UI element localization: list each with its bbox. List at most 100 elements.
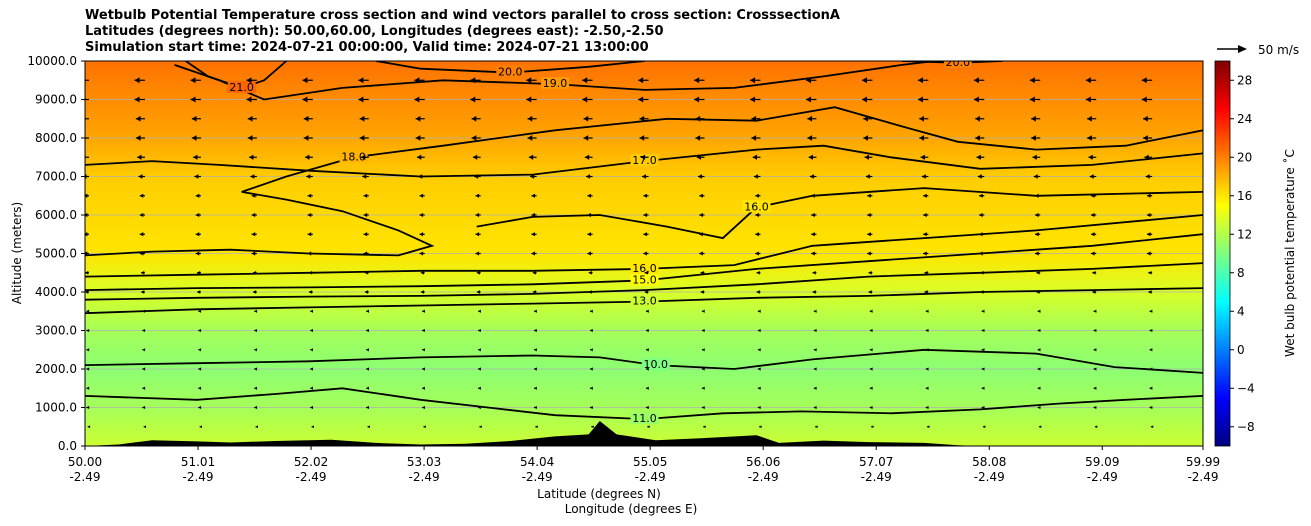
wind-vector: [638, 77, 649, 84]
wind-vector: [973, 96, 985, 103]
wind-vector: [527, 135, 537, 141]
wind-vector: [419, 193, 425, 198]
wind-vector: [867, 212, 873, 218]
contour-label-bg: [630, 412, 659, 425]
wind-vector: [195, 193, 201, 198]
contour-label-bg: [630, 154, 659, 167]
wind-vector: [418, 174, 425, 179]
wind-vector: [1033, 174, 1041, 179]
terrain-profile: [85, 421, 1203, 446]
wind-vector: [869, 348, 873, 352]
wind-vector: [981, 367, 985, 371]
wind-vector: [142, 367, 146, 371]
wind-vector: [1149, 405, 1153, 410]
wind-vector: [1146, 251, 1153, 256]
y-tick-label: 4000.0: [35, 285, 77, 299]
wind-vector: [358, 77, 369, 84]
wind-vector: [1085, 96, 1097, 103]
wind-vector: [478, 309, 481, 313]
wind-vector: [470, 96, 481, 103]
x-tick-label-lat: 50.00: [68, 455, 102, 469]
wind-vector: [919, 135, 929, 141]
wind-vector: [587, 193, 593, 198]
wind-vector: [1029, 77, 1041, 84]
wind-vector: [1036, 270, 1041, 275]
contour-label: 20.0: [946, 56, 971, 69]
wind-vector: [422, 367, 425, 371]
contour-label: 18.0: [341, 150, 366, 163]
wind-vector: [923, 232, 929, 237]
wind-vector: [478, 328, 481, 333]
wind-vector: [534, 367, 537, 371]
wind-vector: [639, 115, 649, 122]
wind-vector: [583, 135, 593, 141]
wind-vector: [86, 309, 90, 313]
wind-vector: [478, 405, 481, 410]
wind-vector: [194, 174, 201, 179]
wind-vector: [419, 251, 425, 256]
colorbar-tick-label: 20: [1237, 150, 1252, 164]
wind-vector: [420, 290, 425, 294]
wind-vector: [1032, 154, 1041, 160]
wind-vector: [198, 386, 202, 390]
wind-vector: [699, 232, 705, 237]
wind-vector: [199, 425, 203, 429]
wind-vector: [701, 309, 705, 313]
y-tick-label: 9000.0: [35, 93, 77, 107]
x-tick-label-lon: -2.49: [296, 470, 327, 484]
x-tick-label-lat: 52.02: [294, 455, 328, 469]
wind-vector: [924, 290, 929, 294]
wind-vector: [645, 386, 649, 390]
wind-vector: [139, 212, 145, 218]
wind-vector: [1141, 77, 1153, 84]
wind-vector: [645, 405, 649, 410]
wind-vector: [809, 174, 817, 179]
wind-vector: [254, 405, 258, 410]
wind-vector: [1094, 425, 1098, 429]
wind-vector: [366, 367, 369, 371]
wind-vector: [198, 348, 202, 352]
wind-vector: [1143, 115, 1153, 122]
wind-vector: [251, 251, 257, 256]
y-axis-label: Altitude (meters): [10, 202, 24, 304]
wind-vector: [1088, 154, 1097, 160]
wind-vector: [247, 115, 257, 122]
wind-vector: [86, 328, 90, 333]
wind-vector: [198, 405, 202, 410]
wind-vector: [254, 348, 258, 352]
wind-vector: [85, 118, 89, 120]
wind-vector: [812, 290, 817, 294]
wind-vector: [422, 328, 425, 333]
wind-vector: [582, 96, 593, 103]
colorbar-bar: [1214, 60, 1231, 447]
wind-vector: [925, 309, 929, 313]
wind-vector: [703, 425, 706, 429]
wind-vector: [197, 290, 201, 294]
wind-vector: [981, 309, 985, 313]
wind-vector: [808, 154, 817, 160]
wind-vector: [1093, 405, 1097, 410]
x-tick-label-lon: -2.49: [1087, 470, 1118, 484]
x-tick-label-lon: -2.49: [182, 470, 213, 484]
wind-vector: [531, 251, 537, 256]
x-tick-label-lon: -2.49: [522, 470, 553, 484]
wind-vector: [813, 328, 817, 333]
wind-vector: [476, 270, 481, 275]
wind-vector: [527, 115, 537, 122]
wind-vector: [756, 290, 761, 294]
wind-vector: [864, 154, 873, 160]
wind-vector: [308, 290, 313, 294]
wind-vector: [197, 270, 201, 275]
wind-vector: [251, 232, 257, 237]
wind-vector: [85, 193, 89, 198]
wind-vector: [695, 135, 705, 141]
wind-vector: [142, 386, 146, 390]
wind-vector: [815, 425, 818, 429]
wind-vector: [1146, 232, 1153, 237]
wind-vector: [1035, 193, 1041, 198]
wind-vector: [310, 309, 314, 313]
wind-vector: [1091, 251, 1097, 256]
wind-vector: [813, 348, 817, 352]
wind-vector: [471, 135, 481, 141]
wind-vector: [867, 251, 873, 256]
